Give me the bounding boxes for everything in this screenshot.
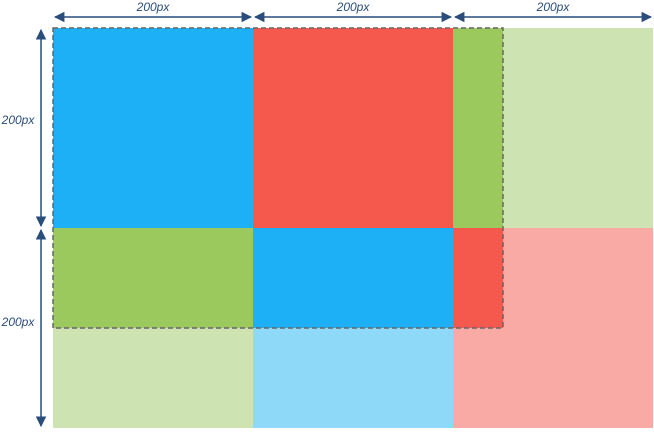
dimension-label: 200px (536, 0, 571, 14)
dimension-label: 200px (1, 315, 36, 329)
visible-cells (53, 28, 503, 328)
cell-visible (453, 28, 503, 228)
dimension-arrows (35, 11, 653, 428)
cell-visible (253, 28, 453, 228)
viewport-border (52, 27, 504, 329)
dimension-label: 200px (1, 113, 36, 127)
cell-visible (253, 228, 453, 328)
dimension-label: 200px (136, 0, 171, 14)
cell-visible (53, 228, 253, 328)
dimension-label: 200px (336, 0, 371, 14)
cell-visible (53, 28, 253, 228)
cell-visible (453, 228, 503, 328)
